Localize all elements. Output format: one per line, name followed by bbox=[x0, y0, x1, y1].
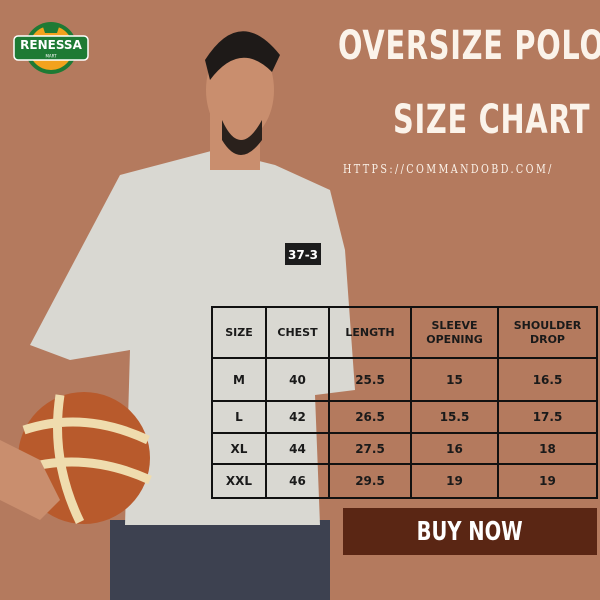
table-header-row: SIZE CHEST LENGTH SLEEVE OPENING SHOULDE… bbox=[211, 306, 598, 359]
svg-text:RENESSA: RENESSA bbox=[20, 38, 82, 52]
cell: 27.5 bbox=[328, 432, 412, 465]
shirt-print: 37-3 bbox=[288, 248, 318, 262]
cell: 16.5 bbox=[497, 357, 598, 402]
cell: 25.5 bbox=[328, 357, 412, 402]
cell: 29.5 bbox=[328, 463, 412, 499]
cell: 40 bbox=[265, 357, 330, 402]
header-shoulder-drop: SHOULDER DROP bbox=[497, 306, 598, 359]
header-size: SIZE bbox=[211, 306, 267, 359]
cell: L bbox=[211, 400, 267, 434]
renessa-mart-logo: RENESSA MART bbox=[13, 22, 89, 74]
cell: 42 bbox=[265, 400, 330, 434]
cell: M bbox=[211, 357, 267, 402]
cell: 19 bbox=[410, 463, 499, 499]
cell: 26.5 bbox=[328, 400, 412, 434]
shorts bbox=[110, 520, 330, 600]
svg-text:MART: MART bbox=[45, 54, 57, 59]
cell: XXL bbox=[211, 463, 267, 499]
cell: 15.5 bbox=[410, 400, 499, 434]
header-length: LENGTH bbox=[328, 306, 412, 359]
title-size-chart: SIZE CHART bbox=[393, 97, 591, 143]
table-row: XXL 46 29.5 19 19 bbox=[211, 463, 598, 499]
header-sleeve-opening: SLEEVE OPENING bbox=[410, 306, 499, 359]
hair bbox=[205, 31, 280, 81]
cell: 46 bbox=[265, 463, 330, 499]
website-url[interactable]: HTTPS://COMMANDOBD.COM/ bbox=[343, 162, 554, 176]
cell: 44 bbox=[265, 432, 330, 465]
table-row: M 40 25.5 15 16.5 bbox=[211, 357, 598, 402]
buy-now-button[interactable]: BUY NOW bbox=[343, 508, 597, 555]
header-chest: CHEST bbox=[265, 306, 330, 359]
table-row: L 42 26.5 15.5 17.5 bbox=[211, 400, 598, 434]
cell: 16 bbox=[410, 432, 499, 465]
size-chart-table: SIZE CHEST LENGTH SLEEVE OPENING SHOULDE… bbox=[211, 306, 598, 499]
cell: XL bbox=[211, 432, 267, 465]
cell: 17.5 bbox=[497, 400, 598, 434]
buy-now-label: BUY NOW bbox=[416, 516, 524, 547]
cell: 19 bbox=[497, 463, 598, 499]
title-oversize-polo: OVERSIZE POLO bbox=[338, 23, 600, 69]
cell: 18 bbox=[497, 432, 598, 465]
cell: 15 bbox=[410, 357, 499, 402]
table-row: XL 44 27.5 16 18 bbox=[211, 432, 598, 465]
